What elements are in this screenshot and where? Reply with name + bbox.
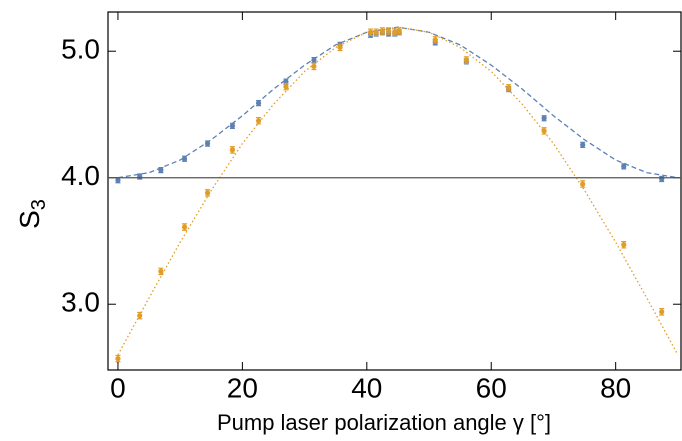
data-point xyxy=(229,123,236,129)
x-tick-label: 0 xyxy=(110,372,126,403)
data-point xyxy=(158,268,164,274)
data-point xyxy=(580,142,586,148)
fit-curve xyxy=(117,26,679,356)
y-axis-label: S3 xyxy=(14,199,50,229)
data-point xyxy=(506,85,512,91)
x-axis-label: Pump laser polarization angle γ [°] xyxy=(217,410,551,435)
y-tick-label: 4.0 xyxy=(61,160,100,191)
y-label-main: S xyxy=(14,210,45,229)
data-point xyxy=(204,140,211,147)
data-point xyxy=(204,190,211,196)
data-point xyxy=(541,128,547,134)
data-point xyxy=(659,309,665,315)
data-point xyxy=(379,28,385,34)
data-point xyxy=(580,181,586,187)
data-point xyxy=(158,167,164,173)
data-point xyxy=(541,115,547,121)
x-tick-label: 80 xyxy=(600,372,631,403)
data-point xyxy=(181,156,188,162)
plot-frame xyxy=(107,11,682,371)
data-point xyxy=(311,63,317,69)
x-tick-label: 40 xyxy=(351,372,382,403)
plot-area xyxy=(115,26,679,363)
y-tick-label: 5.0 xyxy=(61,34,100,65)
data-point xyxy=(311,57,317,63)
data-point xyxy=(229,147,236,153)
data-point xyxy=(432,37,438,43)
y-tick-label: 3.0 xyxy=(61,287,100,318)
data-point xyxy=(283,84,289,90)
data-point xyxy=(181,224,188,230)
fit-curve xyxy=(117,26,678,179)
data-point xyxy=(396,28,402,34)
data-point xyxy=(367,29,374,35)
y-label-sub: 3 xyxy=(28,199,50,210)
data-point xyxy=(373,29,379,35)
data-point xyxy=(255,118,262,124)
data-point xyxy=(115,356,121,362)
x-tick-label: 60 xyxy=(476,372,507,403)
data-point xyxy=(337,44,343,51)
data-point xyxy=(255,100,262,106)
data-point xyxy=(115,177,121,183)
data-point xyxy=(392,29,398,35)
data-point xyxy=(621,242,627,248)
data-point xyxy=(385,28,392,34)
data-point xyxy=(621,163,627,169)
data-point xyxy=(137,313,143,319)
data-point xyxy=(463,57,469,63)
x-tick-label: 20 xyxy=(227,372,258,403)
